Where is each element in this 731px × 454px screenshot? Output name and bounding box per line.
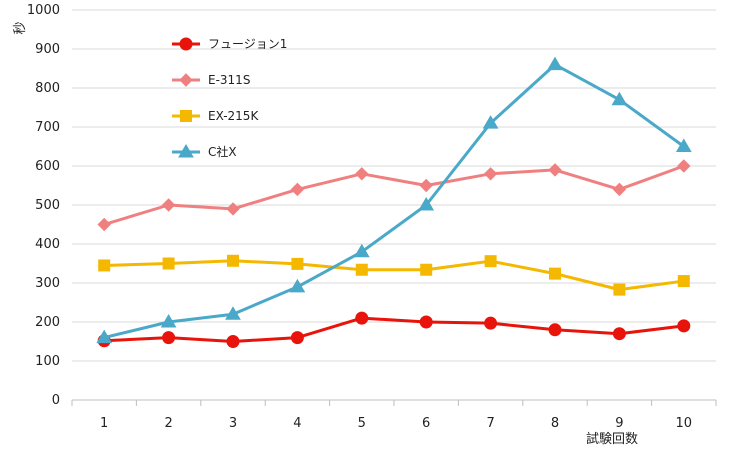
- x-tick-label: 2: [164, 416, 172, 431]
- x-axis-title: 試験回数: [586, 431, 638, 447]
- series-ex215k-point: [549, 267, 561, 280]
- series-e311s: [97, 159, 691, 232]
- x-tick-label: 3: [229, 416, 237, 431]
- series-c-x-point: [353, 243, 370, 258]
- legend-item: EX-215K: [172, 109, 259, 123]
- y-tick-label: 200: [35, 315, 60, 330]
- series-e311s-point: [548, 163, 562, 177]
- x-tick-label: 7: [486, 416, 494, 431]
- series-ex215k-point: [677, 275, 690, 288]
- series-fusion1-point: [548, 323, 562, 337]
- series-ex215k-point: [98, 259, 111, 272]
- y-tick-label: 700: [35, 120, 60, 135]
- series-c-x-point: [547, 56, 563, 71]
- series-ex215k: [98, 254, 690, 296]
- series-ex215k-point: [162, 257, 175, 270]
- legend-swatch-point: [180, 110, 192, 122]
- legend-label: E-311S: [208, 73, 250, 87]
- series-c-x-point: [289, 278, 306, 293]
- series-c-x-point: [225, 306, 241, 320]
- y-tick-label: 300: [35, 276, 60, 291]
- legend-swatch-point: [179, 73, 193, 87]
- y-tick-label: 900: [35, 42, 60, 57]
- series-ex215k-line: [104, 259, 684, 292]
- x-tick-label: 6: [422, 416, 430, 431]
- series-e311s-point: [290, 182, 305, 197]
- series-ex215k-point: [420, 263, 433, 276]
- series-e311s-point: [612, 182, 627, 197]
- series-fusion1-point: [419, 315, 433, 329]
- legend: フュージョン1 E-311S EX-215K C社X: [172, 37, 287, 159]
- y-tick-label: 800: [35, 81, 60, 96]
- series-e311s-point: [483, 167, 498, 181]
- series-fusion1-point: [226, 335, 240, 348]
- series-c-x: [96, 56, 692, 344]
- legend-label: C社X: [208, 144, 237, 159]
- series-c-x-point: [611, 91, 628, 106]
- y-tick-label: 1000: [27, 3, 60, 18]
- axes: 0 100 200 300 400 500 600 700 800 900 1000 1 2 3 4 5 6 7 8…: [27, 3, 717, 431]
- series-e311s-point: [419, 178, 433, 193]
- series-lines: [96, 56, 692, 348]
- x-tick-label: 4: [293, 416, 301, 431]
- series-fusion1-point: [677, 319, 691, 333]
- series-e311s-point: [677, 159, 691, 173]
- series-ex215k-point: [291, 257, 304, 270]
- series-fusion1-point: [484, 316, 498, 330]
- series-fusion1-point: [612, 327, 626, 341]
- series-c-x-point: [482, 115, 499, 129]
- legend-label: EX-215K: [208, 109, 259, 123]
- series-fusion1-point: [162, 331, 176, 345]
- legend-swatch-point: [178, 144, 194, 158]
- y-tick-label: 0: [52, 393, 60, 408]
- x-tick-label: 5: [358, 416, 366, 431]
- series-ex215k-point: [484, 255, 497, 268]
- series-ex215k-point: [355, 263, 368, 276]
- y-tick-label: 100: [35, 354, 60, 369]
- series-c-x-line: [103, 63, 685, 340]
- x-tick-label: 8: [551, 416, 559, 431]
- x-tick-label: 9: [615, 416, 623, 431]
- series-e311s-point: [355, 167, 369, 181]
- series-fusion1-line: [104, 316, 684, 343]
- x-tick-label: 1: [100, 416, 108, 431]
- series-fusion1-point: [355, 311, 369, 325]
- legend-item: C社X: [172, 144, 237, 159]
- series-e311s-point: [161, 198, 176, 212]
- legend-label: フュージョン1: [208, 37, 287, 51]
- series-fusion1-point: [290, 331, 304, 345]
- series-c-x-point: [160, 314, 177, 328]
- legend-swatch-point: [179, 37, 193, 51]
- legend-item: E-311S: [172, 73, 250, 87]
- series-ex215k-point: [613, 283, 626, 296]
- series-c-x-point: [96, 329, 113, 344]
- legend-item: フュージョン1: [172, 37, 287, 51]
- y-tick-label: 600: [35, 159, 60, 174]
- y-tick-label: 400: [35, 237, 60, 252]
- series-e311s-line: [103, 164, 685, 226]
- x-tick-label: 10: [676, 416, 693, 431]
- series-fusion1: [97, 311, 691, 348]
- series-c-x-point: [418, 197, 435, 211]
- series-e311s-point: [226, 202, 240, 216]
- series-c-x-point: [675, 138, 692, 152]
- y-axis-title: 秒: [13, 21, 28, 34]
- series-e311s-point: [97, 217, 111, 232]
- series-ex215k-point: [227, 254, 239, 267]
- y-tick-label: 500: [35, 198, 60, 213]
